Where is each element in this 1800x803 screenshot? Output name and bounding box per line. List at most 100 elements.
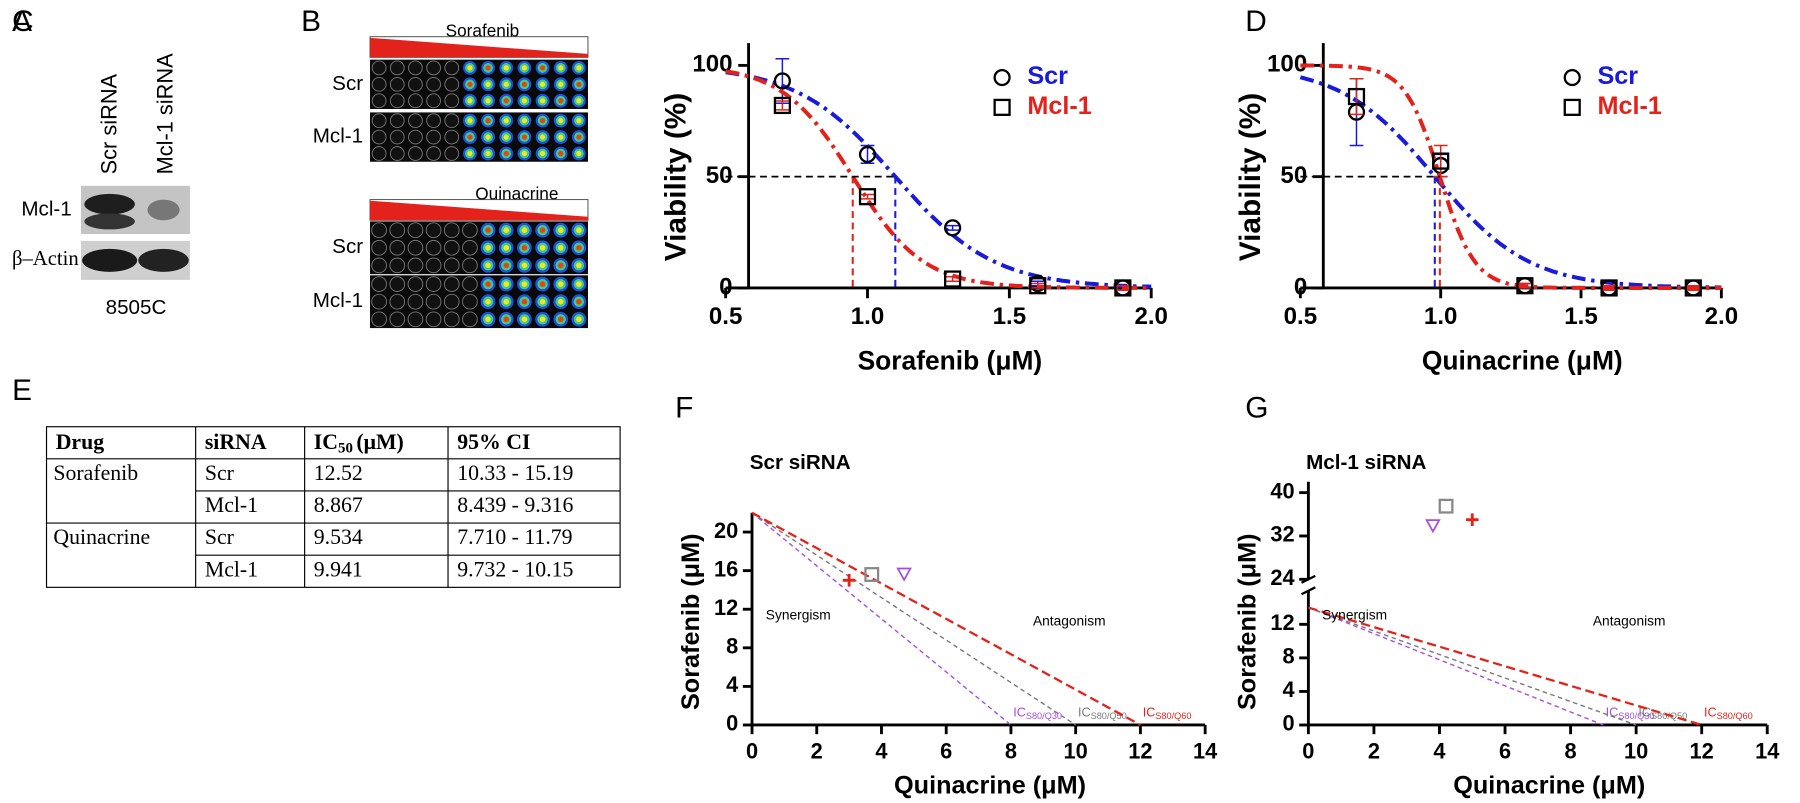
panel-label: B: [301, 5, 321, 38]
y-tick-label: 0: [726, 711, 738, 736]
error-bar: [860, 193, 875, 200]
well: [389, 311, 406, 328]
x-tick-label: 0: [1302, 738, 1314, 763]
well: [485, 134, 491, 140]
panel-label: G: [1245, 391, 1268, 424]
marker: [1425, 519, 1441, 534]
well: [521, 81, 528, 87]
well: [503, 134, 509, 140]
fit-curve: [1300, 63, 1722, 290]
well: [462, 257, 478, 274]
blot-band: [84, 213, 135, 230]
well: [503, 81, 509, 87]
error-bar: [860, 144, 875, 165]
well: [443, 276, 460, 292]
well: [539, 262, 546, 269]
well: [539, 227, 546, 234]
well: [371, 293, 387, 310]
y-tick-label: 0: [1294, 273, 1307, 300]
legend-marker: [993, 98, 1011, 116]
well: [426, 60, 441, 76]
well: [503, 262, 510, 269]
well: [539, 281, 546, 287]
well: [521, 262, 528, 269]
well: [485, 298, 491, 305]
isobole-label-sub: S80/Q60: [1717, 711, 1753, 721]
legend-marker: [1563, 98, 1581, 116]
table-header: siRNA: [205, 430, 267, 454]
y-tick-label: 4: [1282, 677, 1294, 702]
marker: [1684, 279, 1702, 297]
isobole-label-main: IC: [1013, 706, 1026, 720]
cell-line: 8505C: [106, 296, 167, 319]
well: [371, 222, 387, 239]
table-header-unit: (μM): [356, 430, 403, 454]
well: [371, 76, 387, 92]
well: [407, 276, 424, 292]
y-tick-label: 20: [714, 518, 738, 543]
isobole: [751, 511, 1141, 727]
well: [389, 129, 405, 145]
well: [539, 298, 546, 305]
x-tick-label: 2.0: [1705, 303, 1738, 330]
legend-label: Scr: [1597, 62, 1638, 90]
marker: [1600, 279, 1618, 297]
plate: [370, 112, 588, 162]
x-tick-label: 6: [940, 738, 952, 763]
plate: [370, 59, 588, 109]
well: [485, 118, 491, 124]
table-cell: Mcl-1: [205, 557, 258, 581]
y-tick-label: 40: [1270, 478, 1294, 503]
well: [485, 65, 491, 71]
y-tick-label: 4: [726, 672, 738, 697]
well: [576, 262, 582, 269]
x-tick-label: 6: [1499, 738, 1511, 763]
x-tick-label: 14: [1193, 738, 1217, 763]
lane-label: Mcl-1 siRNA: [153, 53, 178, 174]
marker: [1432, 152, 1450, 170]
well: [407, 222, 424, 239]
panel-label: F: [675, 391, 693, 424]
marker: [944, 219, 962, 237]
well: [462, 311, 478, 328]
table-cell: 9.534: [314, 525, 363, 549]
isobole-label-main: IC: [1704, 706, 1717, 720]
table-cell: Mcl-1: [205, 493, 258, 517]
annotation: Antagonism: [1593, 613, 1666, 628]
isobole-label-sub: S80/Q60: [1155, 711, 1191, 721]
x-axis-label: Quinacrine (μM): [894, 772, 1086, 800]
error-bar: [1349, 77, 1364, 116]
row-label: Scr: [332, 235, 363, 258]
well: [408, 60, 423, 76]
well: [389, 60, 405, 76]
table-cell: 9.732 - 10.15: [457, 557, 573, 581]
x-tick-label: 1.0: [1424, 303, 1457, 330]
well: [503, 298, 510, 305]
y-tick-label: 0: [1282, 711, 1294, 736]
y-tick-label: 8: [726, 634, 738, 659]
well: [485, 244, 491, 251]
marker: [842, 573, 856, 587]
well: [444, 76, 460, 92]
table-cell: 8.439 - 9.316: [457, 493, 573, 517]
legend-marker: [993, 68, 1011, 87]
fit-curve: [725, 70, 1152, 289]
well: [539, 118, 546, 124]
marker: [773, 96, 791, 115]
annotation: Synergism: [766, 608, 831, 623]
well: [539, 98, 546, 104]
well: [408, 93, 423, 109]
isobole-label: ICS80/Q50: [1078, 706, 1127, 722]
y-tick-label: 24: [1270, 565, 1294, 590]
well: [371, 93, 387, 109]
error-bar: [945, 224, 960, 231]
well: [558, 134, 564, 140]
well: [558, 98, 564, 104]
well: [467, 98, 473, 104]
fit-curve: [725, 69, 1152, 290]
isobole-label: ICS80/Q60: [1143, 706, 1192, 722]
well: [521, 118, 528, 124]
x-tick-label: 2: [1368, 738, 1380, 763]
table-cell: Scr: [205, 525, 235, 549]
